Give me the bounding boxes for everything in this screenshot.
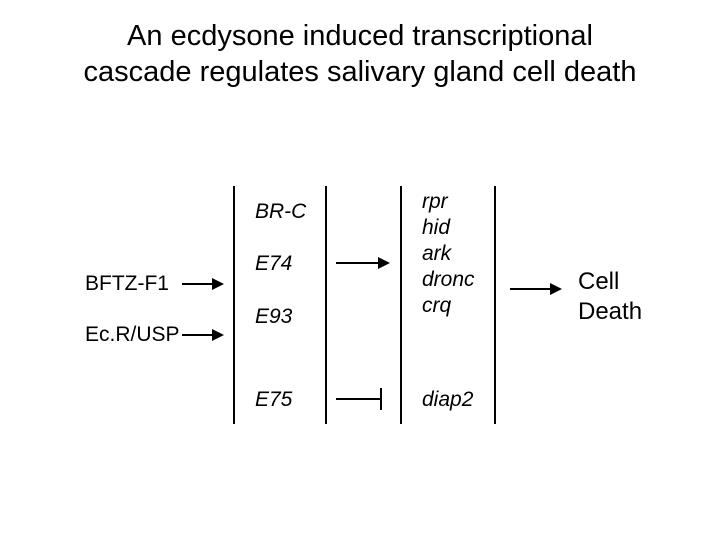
col3-crq: crq — [422, 294, 451, 318]
vbar-1 — [233, 186, 235, 424]
vbar-4 — [494, 186, 496, 424]
col3-ark: ark — [422, 242, 451, 266]
outcome-line-2: Death — [578, 298, 642, 326]
vbar-3 — [400, 186, 402, 424]
arrow-ecr-head — [212, 329, 224, 341]
arrow-blunt-cap — [380, 388, 382, 410]
col3-rpr: rpr — [422, 190, 448, 214]
col3-hid: hid — [422, 216, 450, 240]
col2-e75: E75 — [255, 388, 292, 412]
title-line-2: cascade regulates salivary gland cell de… — [84, 56, 637, 88]
page-title: An ecdysone induced transcriptional casc… — [0, 18, 720, 91]
arrow-mid-upper-head — [378, 257, 390, 269]
arrow-mid-upper-stem — [336, 262, 378, 264]
outcome-line-1: Cell — [578, 268, 619, 296]
col1-ecr-usp: Ec.R/USP — [85, 323, 180, 347]
col2-brc: BR-C — [255, 200, 306, 224]
vbar-2 — [325, 186, 327, 424]
col1-bftz-f1: BFTZ-F1 — [85, 272, 169, 296]
arrow-bftz-head — [212, 278, 224, 290]
arrow-celldeath-head — [550, 283, 562, 295]
col3-diap2: diap2 — [422, 388, 473, 412]
arrow-ecr-stem — [182, 334, 212, 336]
col2-e74: E74 — [255, 252, 292, 276]
col3-dronc: dronc — [422, 268, 475, 292]
col2-e93: E93 — [255, 305, 292, 329]
arrow-blunt-stem — [336, 398, 380, 400]
arrow-celldeath-stem — [510, 288, 550, 290]
arrow-bftz-stem — [182, 283, 212, 285]
title-line-1: An ecdysone induced transcriptional — [127, 20, 593, 52]
